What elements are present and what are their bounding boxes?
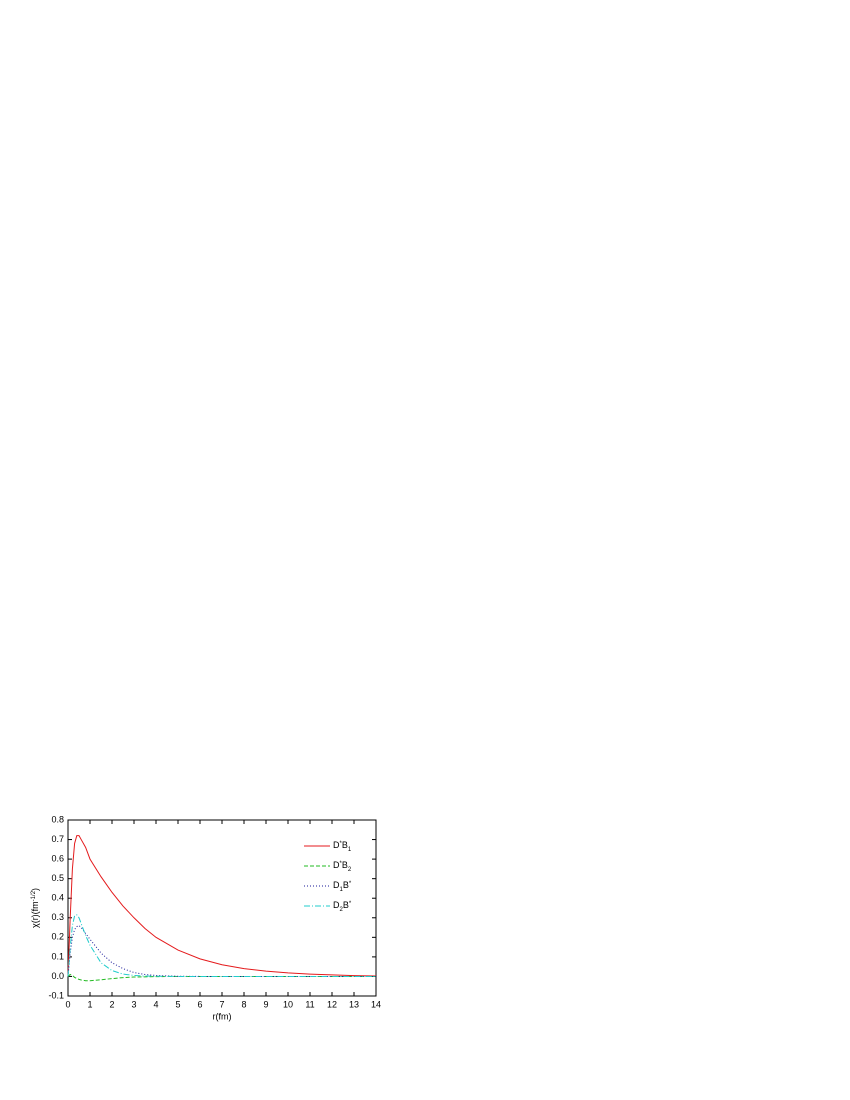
x-tick-label: 13 — [349, 999, 359, 1009]
x-tick-label: 1 — [87, 999, 92, 1009]
x-tick-label: 14 — [371, 999, 381, 1009]
x-tick-label: 12 — [327, 999, 337, 1009]
x-tick-label: 7 — [219, 999, 224, 1009]
x-tick-label: 4 — [153, 999, 158, 1009]
x-tick-label: 0 — [65, 999, 70, 1009]
y-tick-label: 0.6 — [51, 853, 64, 863]
y-tick-label: -0.1 — [48, 990, 64, 1000]
y-tick-label: 0.8 — [51, 814, 64, 824]
legend-label: D1B* — [333, 880, 352, 892]
x-tick-label: 11 — [305, 999, 314, 1009]
x-tick-label: 5 — [175, 999, 180, 1009]
y-tick-label: 0.5 — [51, 873, 64, 883]
legend-label: D2B* — [333, 900, 352, 912]
data-line — [67, 835, 377, 977]
legend-label: D*B2 — [333, 860, 352, 872]
data-line — [67, 914, 376, 977]
y-tick-label: 0.4 — [51, 893, 64, 903]
y-tick-label: 0.0 — [51, 971, 64, 981]
y-tick-label: 0.3 — [51, 912, 64, 922]
data-line — [67, 925, 376, 977]
x-tick-label: 10 — [283, 999, 293, 1009]
x-tick-label: 9 — [263, 999, 268, 1009]
x-tick-label: 8 — [241, 999, 246, 1009]
y-axis-label: χ(r)(fm-1/2) — [30, 888, 40, 928]
x-tick-label: 2 — [109, 999, 114, 1009]
x-axis-label: r(fm) — [213, 1011, 232, 1021]
y-tick-label: 0.7 — [51, 834, 64, 844]
x-tick-label: 3 — [131, 999, 136, 1009]
x-tick-label: 6 — [197, 999, 202, 1009]
y-tick-label: 0.1 — [51, 951, 64, 961]
y-tick-label: 0.2 — [51, 932, 64, 942]
data-line — [67, 973, 376, 982]
legend-label: D*B1 — [333, 840, 352, 852]
